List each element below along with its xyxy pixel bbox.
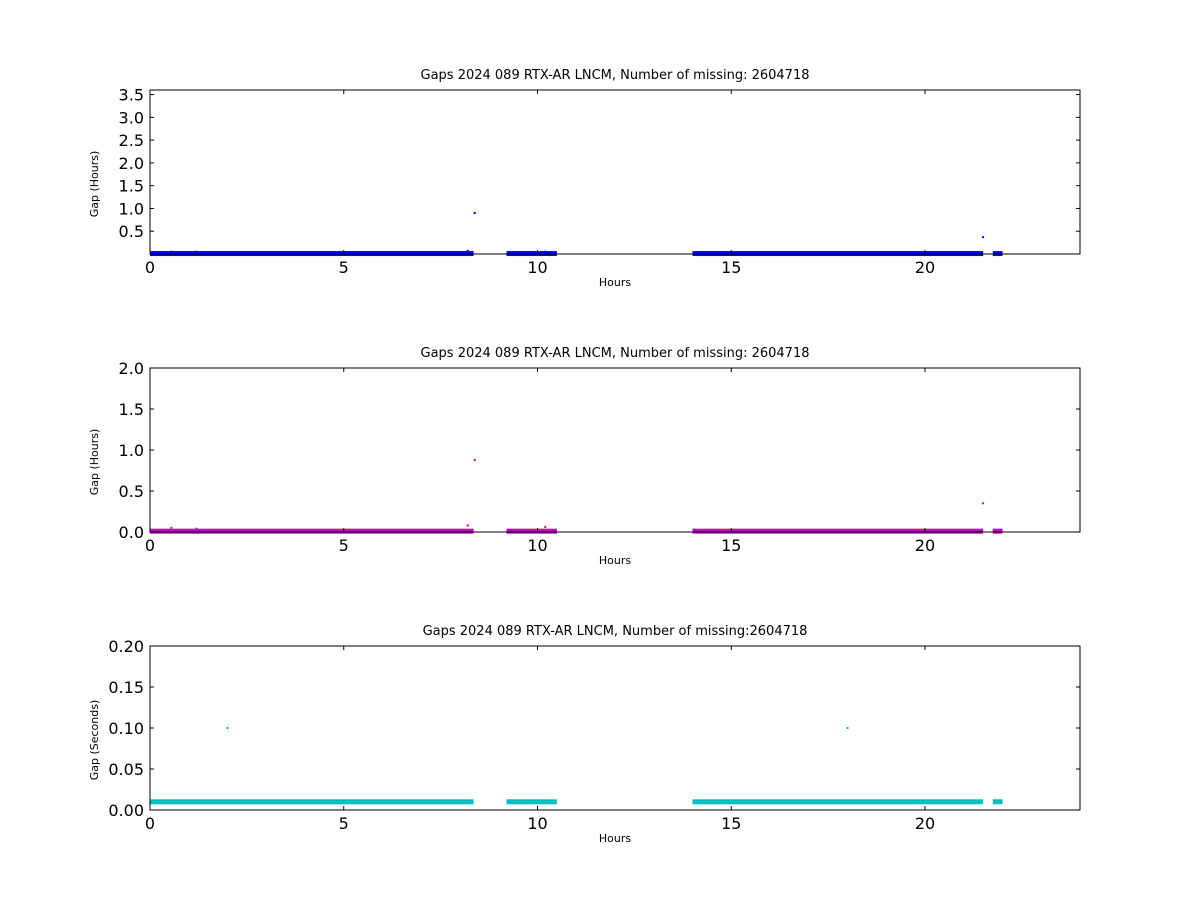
data-band-4 — [992, 528, 1003, 534]
y-tick-label: 2.5 — [119, 131, 144, 150]
y-tick-label: 1.5 — [119, 177, 144, 196]
y-tick-label: 2.0 — [119, 359, 144, 378]
x-axis-label: Hours — [599, 276, 631, 289]
data-point-3 — [466, 249, 469, 252]
y-tick-label: 0.20 — [108, 637, 144, 656]
data-band-3 — [692, 799, 984, 805]
data-point-5 — [544, 250, 547, 253]
x-tick-label: 0 — [145, 258, 155, 277]
y-tick-label: 3.0 — [119, 108, 144, 127]
x-tick-label: 0 — [145, 814, 155, 833]
chart-panel-2: Gaps 2024 089 RTX-AR LNCM, Number of mis… — [88, 346, 1081, 567]
x-tick-label: 20 — [915, 814, 935, 833]
x-axis-label: Hours — [599, 554, 631, 567]
y-axis-label: Gap (Hours) — [88, 429, 101, 496]
data-band-1 — [150, 528, 474, 534]
data-point-1 — [226, 727, 229, 729]
data-point-3 — [466, 524, 469, 527]
chart-title: Gaps 2024 089 RTX-AR LNCM, Number of mis… — [421, 346, 810, 361]
x-tick-label: 5 — [339, 814, 349, 833]
y-tick-label: 0.5 — [119, 222, 144, 241]
y-tick-label: 0.00 — [108, 801, 144, 820]
data-band-4 — [992, 799, 1003, 805]
y-tick-label: 1.0 — [119, 441, 144, 460]
data-band-1 — [150, 799, 474, 805]
data-point-1 — [170, 526, 173, 529]
plot-frame — [149, 89, 1081, 255]
chart-title: Gaps 2024 089 RTX-AR LNCM, Number of mis… — [423, 624, 808, 639]
x-tick-label: 15 — [721, 536, 741, 555]
x-tick-label: 20 — [915, 258, 935, 277]
data-point-6 — [982, 236, 985, 239]
x-tick-label: 20 — [915, 536, 935, 555]
data-point-2 — [195, 250, 198, 253]
data-point-2 — [195, 527, 198, 530]
y-tick-label: 2.0 — [119, 154, 144, 173]
x-tick-label: 10 — [527, 814, 547, 833]
data-point-4 — [473, 458, 476, 461]
y-tick-label: 3.5 — [119, 86, 144, 105]
data-point-4 — [473, 212, 476, 214]
x-tick-label: 15 — [721, 258, 741, 277]
x-tick-label: 10 — [527, 536, 547, 555]
y-tick-label: 1.5 — [119, 400, 144, 419]
y-axis-label: Gap (Hours) — [88, 151, 101, 218]
chart-title: Gaps 2024 089 RTX-AR LNCM, Number of mis… — [421, 68, 810, 83]
chart-panel-3: Gaps 2024 089 RTX-AR LNCM, Number of mis… — [88, 624, 1081, 845]
x-tick-label: 0 — [145, 536, 155, 555]
data-point-5 — [544, 526, 547, 529]
data-point-2 — [846, 727, 849, 729]
data-point-1 — [170, 250, 173, 253]
x-axis-label: Hours — [599, 832, 631, 845]
y-tick-label: 0.05 — [108, 760, 144, 779]
data-band-2 — [506, 528, 557, 534]
plot-frame — [149, 645, 1081, 811]
data-band-3 — [692, 528, 984, 534]
x-tick-label: 15 — [721, 814, 741, 833]
chart-panel-1: Gaps 2024 089 RTX-AR LNCM, Number of mis… — [88, 68, 1081, 289]
y-tick-label: 1.0 — [119, 199, 144, 218]
data-band-2 — [506, 799, 557, 805]
x-tick-label: 5 — [339, 258, 349, 277]
x-tick-label: 5 — [339, 536, 349, 555]
plot-frame — [149, 367, 1081, 533]
data-point-6 — [982, 502, 985, 505]
y-tick-label: 0.5 — [119, 482, 144, 501]
y-tick-label: 0.15 — [108, 678, 144, 697]
y-tick-label: 0.0 — [119, 523, 144, 542]
y-tick-label: 0.10 — [108, 719, 144, 738]
y-axis-label: Gap (Seconds) — [88, 700, 101, 781]
x-tick-label: 10 — [527, 258, 547, 277]
